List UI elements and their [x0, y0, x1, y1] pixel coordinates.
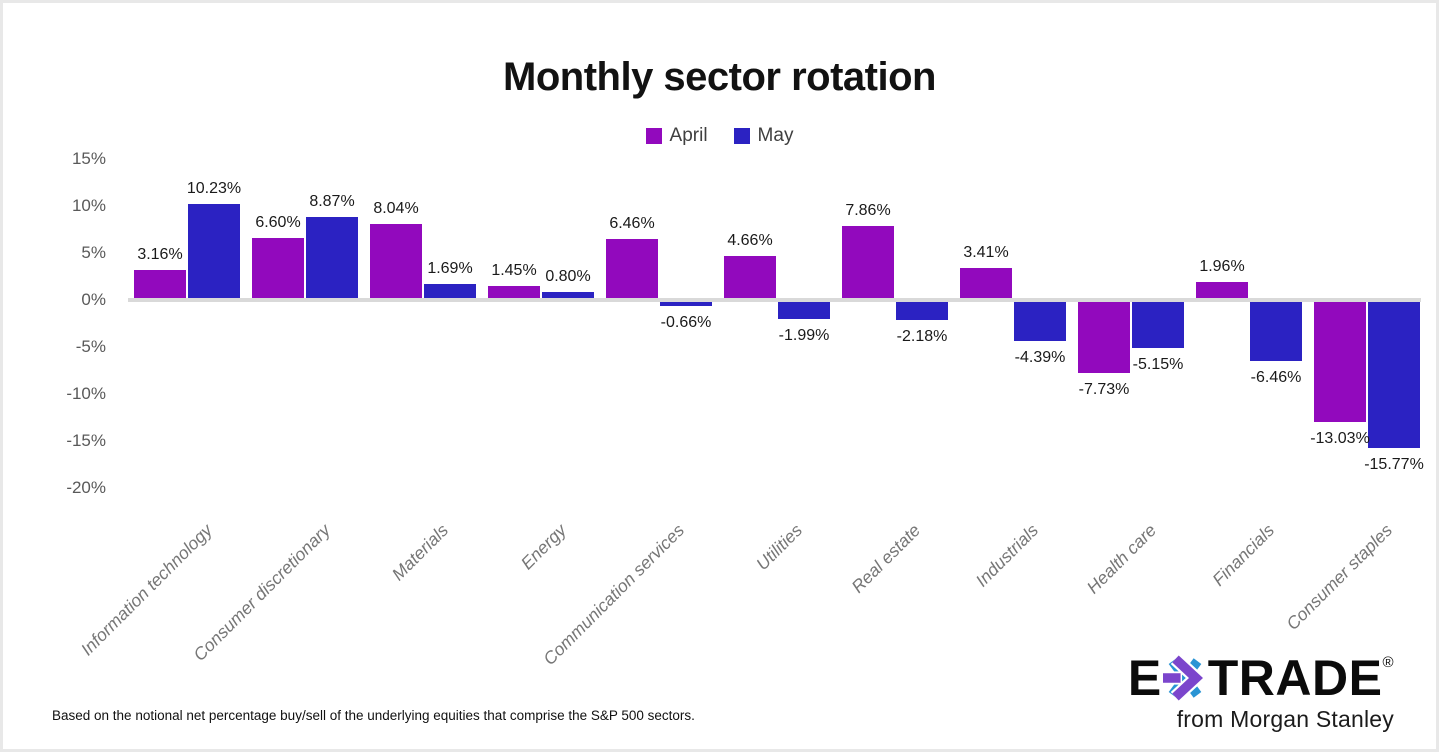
april-swatch-icon — [645, 128, 662, 144]
value-label-april-health-care: -7.73% — [1078, 380, 1130, 398]
bar-april-health-care — [1078, 300, 1130, 373]
chart-title: Monthly sector rotation — [503, 55, 936, 99]
bar-april-financials — [1196, 281, 1248, 300]
bar-may-consumer-discretionary — [306, 216, 358, 300]
value-label-april-industrials: 3.41% — [963, 243, 1009, 261]
bar-may-energy — [542, 292, 594, 300]
legend-label-april: April — [669, 125, 708, 146]
value-label-april-materials: 8.04% — [373, 200, 419, 218]
value-label-april-financials: 1.96% — [1199, 257, 1245, 275]
value-label-may-industrials: -4.39% — [1014, 349, 1066, 367]
value-label-april-consumer-discretionary: 6.60% — [255, 213, 301, 231]
value-label-may-energy: 0.80% — [545, 268, 591, 286]
etrade-logo: E TRADE ® from Morgan Stanley — [1128, 653, 1394, 733]
legend-label-may: May — [757, 125, 794, 146]
legend-item-april: April — [645, 125, 708, 147]
value-label-may-health-care: -5.15% — [1132, 356, 1184, 374]
bar-may-materials — [424, 284, 476, 300]
bar-may-communication-services — [660, 300, 712, 307]
y-tick-5: 5% — [81, 243, 106, 262]
bar-may-utilities — [778, 300, 830, 319]
y-tick-15: 15% — [71, 149, 106, 168]
bar-april-utilities — [724, 256, 776, 300]
value-label-april-real-estate: 7.86% — [845, 202, 891, 220]
x-label-real-estate: Real estate — [847, 520, 925, 597]
value-label-may-real-estate: -2.18% — [896, 328, 948, 346]
y-tick-10: 10% — [71, 196, 106, 215]
value-label-may-utilities: -1.99% — [778, 326, 830, 344]
etrade-brand: E TRADE ® — [1128, 653, 1394, 703]
y-tick--10: -10% — [66, 384, 106, 403]
bar-april-materials — [370, 224, 422, 300]
value-label-april-consumer-staples: -13.03% — [1310, 430, 1370, 448]
y-tick-0: 0% — [81, 290, 106, 309]
x-axis-line — [128, 298, 1421, 302]
logo-text-e: E — [1127, 650, 1162, 706]
value-label-april-utilities: 4.66% — [727, 232, 773, 250]
value-label-may-consumer-staples: -15.77% — [1364, 456, 1424, 474]
bar-april-real-estate — [842, 226, 894, 300]
bar-april-consumer-staples — [1314, 300, 1366, 423]
x-label-industrials: Industrials — [971, 520, 1043, 591]
y-tick--20: -20% — [66, 478, 106, 497]
value-label-april-communication-services: 6.46% — [609, 215, 655, 233]
bar-april-industrials — [960, 267, 1012, 300]
value-label-may-consumer-discretionary: 8.87% — [309, 192, 355, 210]
bar-may-information-technology — [188, 203, 240, 300]
value-label-may-information-technology: 10.23% — [186, 179, 242, 197]
y-tick--15: -15% — [66, 431, 106, 450]
may-swatch-icon — [733, 128, 750, 144]
bar-chart: 15% 10% 5% 0% -5% -10% -15% -20% 3.16% 10.23% Info… — [3, 3, 1436, 749]
logo-tagline: from Morgan Stanley — [1176, 706, 1394, 732]
bar-may-industrials — [1014, 300, 1066, 342]
registered-mark: ® — [1382, 654, 1394, 671]
bar-april-information-technology — [134, 270, 186, 300]
logo-text-trade: TRADE — [1207, 650, 1383, 706]
value-label-may-communication-services: -0.66% — [660, 314, 712, 332]
bar-may-consumer-staples — [1368, 300, 1420, 449]
value-label-may-materials: 1.69% — [427, 260, 473, 278]
value-label-april-energy: 1.45% — [491, 262, 537, 280]
bar-may-health-care — [1132, 300, 1184, 349]
y-tick--5: -5% — [75, 337, 106, 356]
etrade-asterisk-icon — [1162, 653, 1206, 703]
x-label-health-care: Health care — [1082, 520, 1161, 598]
bar-april-communication-services — [606, 239, 658, 300]
legend: April May — [3, 125, 1436, 147]
bar-april-energy — [488, 286, 540, 300]
value-label-april-information-technology: 3.16% — [137, 246, 183, 264]
bar-april-consumer-discretionary — [252, 237, 304, 300]
value-label-may-financials: -6.46% — [1250, 368, 1302, 386]
bar-may-real-estate — [896, 300, 948, 321]
legend-item-may: May — [733, 125, 794, 147]
bar-may-financials — [1250, 300, 1302, 361]
footnote: Based on the notional net percentage buy… — [52, 708, 695, 723]
